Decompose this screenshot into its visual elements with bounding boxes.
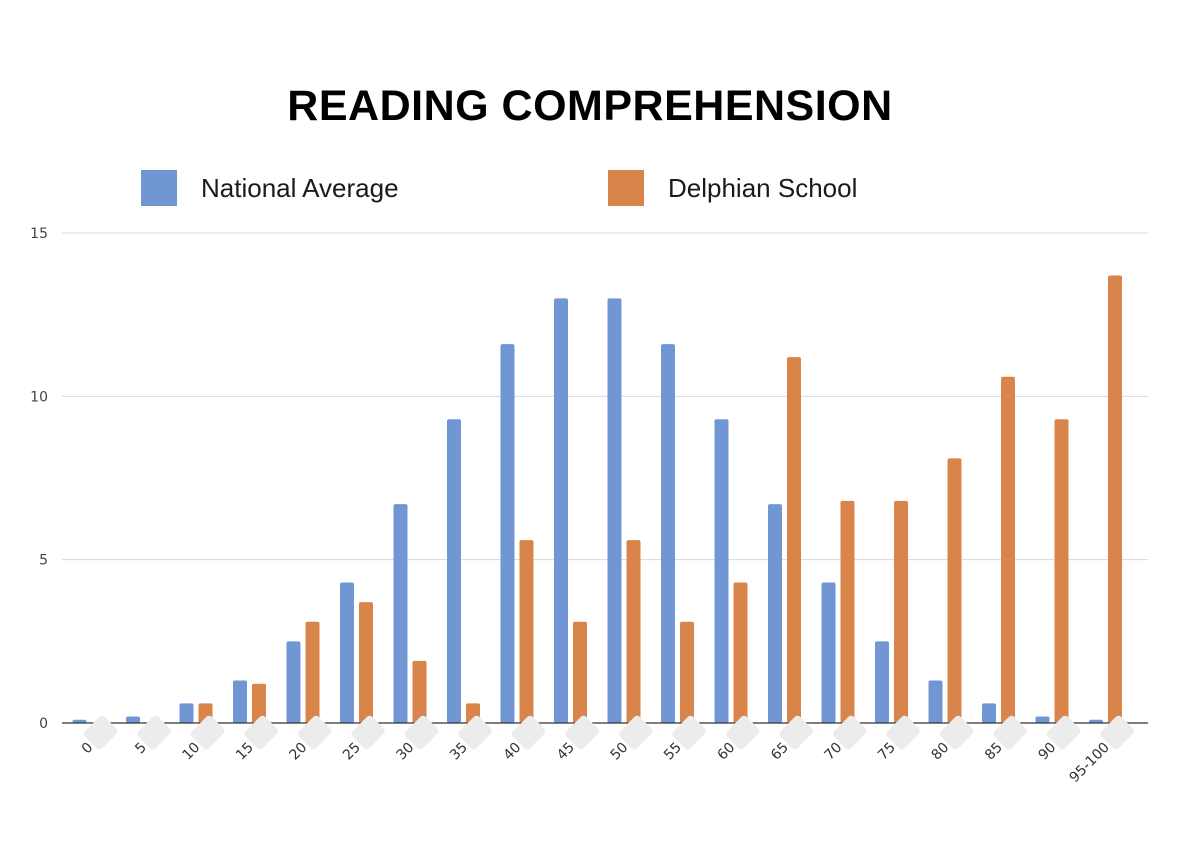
y-tick-label-0: 0	[39, 716, 48, 732]
bar-national-average-60	[714, 419, 729, 723]
bar-delphian-school-30	[412, 660, 427, 723]
bar-national-average-75	[875, 641, 889, 723]
legend-swatch-national-average	[141, 170, 177, 206]
x-tick-badge-0	[83, 715, 118, 750]
legend-label-national-average: National Average	[201, 172, 399, 203]
legend-item-national-average: National Average	[141, 170, 399, 206]
bar-national-average-40	[500, 344, 515, 723]
x-tick-label-95-100: 95-100	[1067, 740, 1113, 786]
bar-national-average-0	[72, 719, 87, 723]
bar-delphian-school-75	[894, 500, 908, 723]
bar-national-average-50	[607, 298, 622, 723]
bar-national-average-15	[233, 680, 247, 723]
x-tick-badge-75	[886, 715, 920, 750]
x-tick-badge-15	[244, 715, 278, 750]
bar-national-average-70	[821, 582, 836, 723]
bar-delphian-school-15	[252, 683, 266, 723]
x-tick-15: 15	[233, 715, 278, 764]
bar-delphian-school-55	[680, 621, 694, 723]
x-tick-badge-65	[779, 715, 813, 750]
x-tick-badge-30	[404, 715, 439, 750]
x-tick-85: 85	[982, 715, 1027, 764]
x-tick-badge-60	[725, 715, 760, 750]
y-tick-label-15: 15	[30, 226, 48, 242]
bar-national-average-10	[179, 703, 194, 723]
x-tick-badge-40	[511, 715, 546, 750]
bar-national-average-90	[1035, 716, 1050, 723]
x-tick-badge-20	[297, 715, 332, 750]
bar-delphian-school-85	[1001, 376, 1015, 723]
bar-national-average-55	[661, 344, 675, 723]
bar-delphian-school-80	[947, 458, 962, 723]
x-tick-badge-5	[137, 715, 171, 750]
bar-delphian-school-90	[1054, 419, 1069, 723]
bar-national-average-25	[340, 582, 354, 723]
bar-delphian-school-40	[519, 540, 534, 723]
x-tick-badge-90	[1046, 715, 1081, 750]
bar-national-average-30	[393, 504, 408, 723]
legend-item-delphian-school: Delphian School	[608, 170, 857, 206]
bar-national-average-35	[447, 419, 461, 723]
bar-delphian-school-95-100	[1108, 275, 1122, 723]
bar-national-average-95-100	[1089, 719, 1103, 723]
bar-delphian-school-60	[733, 582, 748, 723]
x-tick-badge-35	[458, 715, 492, 750]
x-tick-badge-95-100	[1100, 715, 1134, 750]
x-tick-badge-80	[939, 715, 974, 750]
y-tick-label-10: 10	[30, 389, 48, 405]
x-tick-badge-70	[832, 715, 867, 750]
legend-label-delphian-school: Delphian School	[668, 172, 858, 203]
bar-national-average-65	[768, 504, 782, 723]
bar-delphian-school-65	[787, 357, 801, 723]
bar-national-average-80	[928, 680, 943, 723]
x-tick-badge-25	[351, 715, 385, 750]
bar-delphian-school-70	[840, 500, 855, 723]
x-tick-badge-85	[993, 715, 1027, 750]
bar-delphian-school-45	[573, 621, 587, 723]
bar-national-average-5	[126, 716, 140, 723]
bar-delphian-school-50	[626, 540, 641, 723]
legend-swatch-delphian-school	[608, 170, 644, 206]
x-tick-badge-45	[565, 715, 599, 750]
x-tick-badge-10	[190, 715, 225, 750]
bar-delphian-school-20	[305, 621, 320, 723]
x-tick-badge-50	[618, 715, 653, 750]
y-tick-label-5: 5	[39, 553, 48, 569]
bar-national-average-85	[982, 703, 996, 723]
bar-delphian-school-25	[359, 602, 373, 723]
chart-title: READING COMPREHENSION	[287, 82, 893, 130]
bar-national-average-45	[554, 298, 568, 723]
x-tick-badge-55	[672, 715, 706, 750]
bar-national-average-20	[286, 641, 301, 723]
